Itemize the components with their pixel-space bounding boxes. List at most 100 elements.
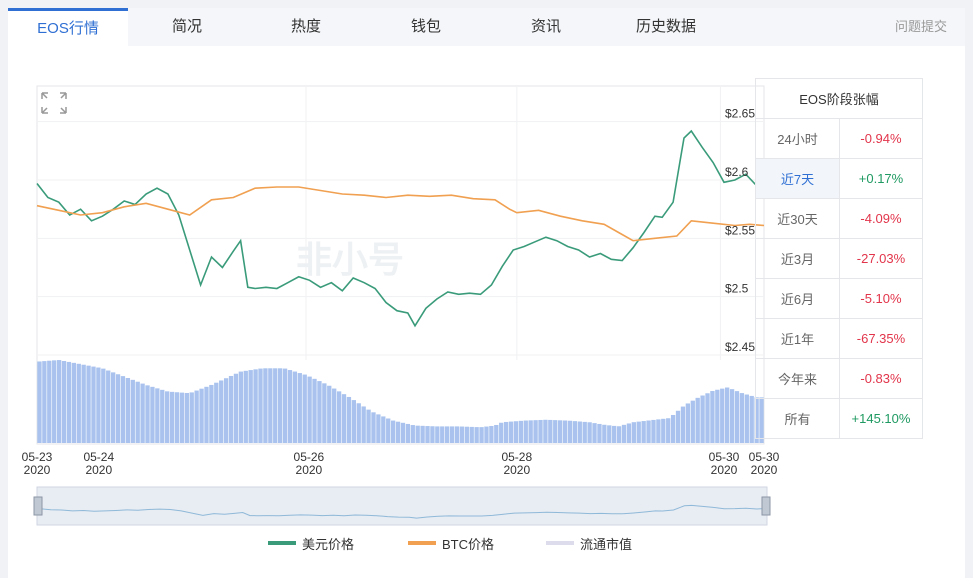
y-tick-label: $2.6 — [725, 165, 749, 179]
volume-bar — [425, 426, 430, 443]
tab-wallet[interactable]: 钱包 — [410, 18, 441, 35]
period-6m[interactable]: 近6月 — [755, 278, 840, 319]
volume-bar — [238, 371, 244, 443]
legend-usd-label: 美元价格 — [302, 536, 355, 552]
volume-bar — [670, 414, 676, 443]
volume-bar — [371, 412, 376, 443]
volume-bar — [381, 416, 386, 443]
period-1y[interactable]: 近1年 — [755, 318, 840, 359]
volume-bar — [155, 388, 160, 443]
volume-bar — [499, 422, 504, 443]
volume-bar — [489, 425, 494, 443]
y-axis-labels: $2.45 $2.5 $2.55 $2.6 $2.65 — [725, 107, 755, 354]
volume-bar — [366, 409, 371, 443]
volume-bar — [361, 406, 366, 443]
legend-usd[interactable]: 美元价格 — [268, 534, 354, 552]
volume-bar — [317, 381, 322, 443]
expand-icon[interactable] — [41, 92, 67, 114]
volume-bar — [150, 386, 155, 443]
volume-bar — [312, 378, 317, 443]
volume-bar — [214, 382, 219, 443]
volume-bar — [184, 392, 189, 443]
volume-bar — [430, 426, 435, 443]
volume-bar — [219, 380, 224, 443]
volume-bar — [405, 423, 411, 443]
period-all[interactable]: 所有 — [755, 398, 840, 439]
volume-bar — [661, 418, 666, 443]
volume-bar — [110, 372, 116, 443]
volume-bar — [616, 426, 622, 443]
volume-bar — [597, 423, 602, 443]
volume-bar — [106, 370, 111, 443]
y-tick-label: $2.65 — [725, 107, 755, 121]
report-issue-link[interactable]: 问题提交 — [894, 19, 947, 34]
volume-bar — [577, 421, 582, 443]
volume-bar — [52, 360, 57, 443]
volume-bar — [248, 370, 253, 443]
period-3m[interactable]: 近3月 — [755, 238, 840, 279]
volume-bar — [297, 373, 302, 443]
legend-btc[interactable]: BTC价格 — [408, 534, 494, 552]
tab-news[interactable]: 资讯 — [530, 18, 561, 35]
volume-bar — [445, 426, 450, 443]
volume-bar — [194, 390, 199, 443]
volume-bar — [189, 392, 194, 443]
legend-market-cap[interactable]: 流通市值 — [546, 534, 632, 552]
volume-bar — [533, 420, 538, 443]
volume-bar — [76, 363, 81, 443]
x-tick-year: 2020 — [503, 463, 530, 477]
volume-bar — [61, 360, 67, 443]
change-24h: -0.94% — [839, 118, 923, 159]
volume-bar — [636, 421, 641, 443]
btc-price-line — [36, 186, 765, 242]
volume-bar — [346, 396, 352, 443]
volume-bar — [101, 368, 106, 443]
volume-bar — [508, 421, 514, 443]
zoom-handle-right[interactable] — [761, 496, 771, 516]
period-7d[interactable]: 近7天 — [755, 158, 840, 199]
volume-bar — [336, 391, 342, 443]
tab-history[interactable]: 历史数据 — [635, 18, 696, 35]
tab-overview[interactable]: 简况 — [171, 18, 202, 35]
volume-bar — [287, 370, 293, 443]
volume-bar — [739, 393, 745, 443]
volume-bar — [543, 419, 548, 443]
volume-bar — [307, 376, 312, 443]
volume-bar — [484, 426, 489, 443]
x-tick-year: 2020 — [85, 463, 112, 477]
volume-bar — [56, 360, 62, 443]
volume-bar — [631, 422, 636, 443]
volume-bar — [400, 422, 406, 443]
volume-bar — [223, 378, 229, 443]
zoom-navigator[interactable] — [36, 486, 768, 526]
volume-bar — [135, 381, 140, 443]
volume-bar — [341, 394, 347, 443]
volume-bar — [548, 419, 553, 443]
period-30d[interactable]: 近30天 — [755, 198, 840, 239]
volume-bar — [302, 374, 307, 443]
x-tick-date: 05-23 — [22, 450, 53, 464]
volume-bar — [435, 426, 440, 443]
volume-bar — [91, 366, 96, 443]
volume-bar — [440, 426, 445, 443]
volume-bars — [37, 360, 764, 443]
period-24h: 24小时 — [755, 118, 840, 159]
x-tick-year: 2020 — [711, 463, 738, 477]
volume-bar — [169, 391, 175, 443]
period-ytd[interactable]: 今年来 — [755, 358, 840, 399]
volume-bar — [479, 427, 484, 443]
tab-bar: EOS行情 简况 热度 钱包 资讯 历史数据 问题提交 — [8, 8, 965, 46]
volume-bar — [675, 410, 681, 443]
volume-bar — [243, 370, 248, 443]
zoom-handle-left[interactable] — [33, 496, 43, 516]
volume-bar — [567, 420, 573, 443]
change-7d: +0.17% — [839, 158, 923, 199]
change-3m: -27.03% — [839, 238, 923, 279]
tab-popularity[interactable]: 热度 — [290, 18, 321, 35]
volume-bar — [174, 392, 180, 443]
volume-bar — [42, 361, 47, 443]
volume-bar — [322, 383, 327, 443]
volume-bar — [199, 388, 204, 443]
tab-eos-market[interactable]: EOS行情 — [8, 8, 128, 46]
x-tick-year: 2020 — [296, 463, 323, 477]
